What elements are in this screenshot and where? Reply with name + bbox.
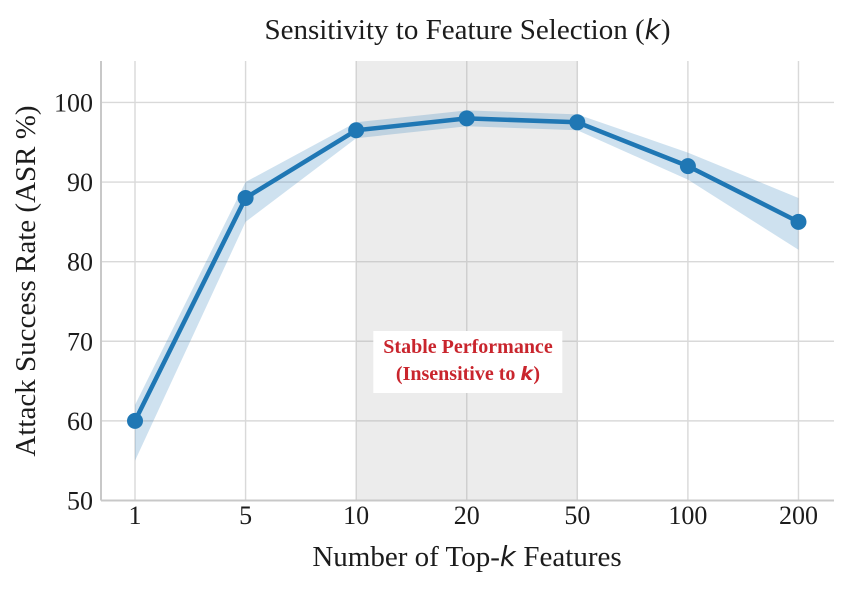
annotation-line1: Stable Performance: [383, 336, 553, 358]
data-point: [237, 189, 254, 206]
data-point: [458, 110, 475, 127]
italic-k: k: [499, 542, 517, 573]
data-point: [348, 122, 365, 139]
x-tick-label: 5: [239, 501, 252, 530]
data-point: [790, 213, 807, 230]
chart-title-text: Sensitivity to Feature Selection (: [264, 14, 645, 46]
x-axis-label-text: Number of Top-: [312, 541, 500, 573]
annotation-line2: (Insensitive to k): [395, 363, 541, 385]
data-point: [569, 114, 586, 131]
highlight-span: [356, 61, 578, 501]
x-tick-label: 1: [129, 501, 142, 530]
y-tick-label: 60: [67, 407, 93, 436]
y-tick-label: 50: [67, 487, 93, 516]
x-tick-label: 50: [564, 501, 590, 530]
data-point: [127, 412, 143, 429]
x-axis-label: Number of Top-k Features: [312, 540, 621, 575]
x-axis-label-tail: Features: [516, 541, 622, 573]
italic-k: k: [520, 364, 534, 385]
y-axis-label: Attack Success Rate (ASR %): [10, 105, 42, 457]
y-tick-label: 80: [67, 248, 93, 277]
chart-title: Sensitivity to Feature Selection (k): [101, 12, 834, 49]
x-tick-label: 10: [343, 501, 369, 530]
annotation-stable-performance: Stable Performance (Insensitive to k): [373, 331, 563, 393]
italic-k: k: [644, 15, 661, 46]
x-tick-label: 200: [779, 501, 818, 530]
y-tick-label: 90: [67, 168, 93, 197]
x-tick-label: 100: [668, 501, 707, 530]
data-point: [679, 158, 696, 175]
chart-title-close: ): [660, 14, 671, 46]
y-tick-label: 100: [54, 88, 93, 117]
x-tick-label: 20: [454, 501, 480, 530]
y-tick-label: 70: [67, 327, 93, 356]
